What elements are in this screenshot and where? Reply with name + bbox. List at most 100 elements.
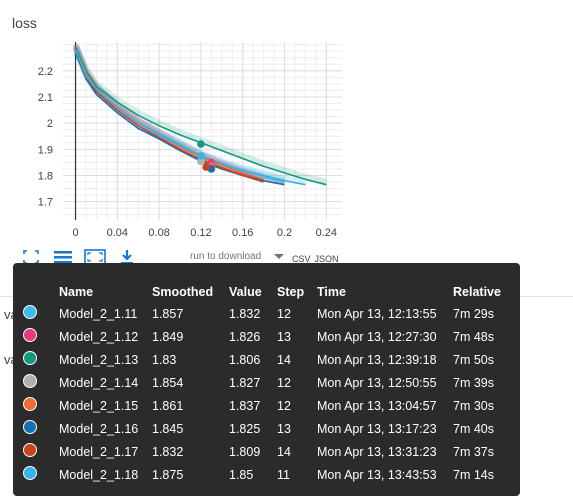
step-value: 14	[277, 352, 291, 367]
relative-time: 7m 50s	[453, 352, 494, 367]
tooltip-row: Model_2_1.17 1.832 1.809 14 Mon Apr 13, 13:3…	[23, 440, 507, 463]
time-value: Mon Apr 13, 12:27:30	[317, 329, 437, 344]
hover-point	[202, 163, 210, 171]
raw-value: 1.806	[229, 352, 261, 367]
relative-time: 7m 30s	[453, 398, 494, 413]
time-value: Mon Apr 13, 13:43:53	[317, 467, 437, 482]
run-name: Model_2_1.13	[59, 352, 139, 367]
smoothed-value: 1.849	[152, 329, 184, 344]
run-color-swatch	[23, 397, 37, 411]
tooltip-header-row: Name Smoothed Value Step Time Relative	[23, 281, 507, 302]
run-color-swatch	[23, 305, 37, 319]
run-color-cell	[23, 440, 59, 463]
relative-time: 7m 14s	[453, 467, 494, 482]
swatch-header	[23, 281, 59, 302]
step-value: 12	[277, 398, 291, 413]
hover-point	[197, 140, 205, 148]
time-value: Mon Apr 13, 13:31:23	[317, 444, 437, 459]
run-color-swatch	[23, 420, 37, 434]
raw-value: 1.826	[229, 329, 261, 344]
run-color-cell	[23, 348, 59, 371]
smoothed-value: 1.861	[152, 398, 184, 413]
chevron-down-icon	[274, 254, 284, 259]
json-link[interactable]: JSON	[314, 254, 339, 264]
relative-header: Relative	[453, 284, 501, 299]
time-value: Mon Apr 13, 13:04:57	[317, 398, 437, 413]
step-value: 13	[277, 329, 291, 344]
run-name: Model_2_1.17	[59, 444, 139, 459]
run-color-cell	[23, 394, 59, 417]
x-tick-label: 0.04	[107, 227, 128, 239]
step-header: Step	[277, 284, 305, 299]
raw-value: 1.832	[229, 306, 261, 321]
csv-link[interactable]: CSV	[292, 254, 311, 264]
smoothed-value: 1.854	[152, 375, 184, 390]
run-name: Model_2_1.14	[59, 375, 139, 390]
hover-point	[197, 157, 205, 166]
step-value: 12	[277, 375, 291, 390]
tooltip-table: Name Smoothed Value Step Time Relative M…	[23, 281, 507, 486]
raw-value: 1.837	[229, 398, 261, 413]
series-line	[74, 49, 264, 183]
x-tick-label: 0.16	[232, 227, 253, 239]
run-color-cell	[23, 417, 59, 440]
raw-value: 1.825	[229, 421, 261, 436]
relative-time: 7m 40s	[453, 421, 494, 436]
time-value: Mon Apr 13, 13:17:23	[317, 421, 437, 436]
series-line	[74, 49, 306, 186]
run-select-placeholder: run to download	[190, 251, 262, 262]
x-tick-label: 0	[72, 227, 78, 239]
x-tick-label: 0.08	[148, 227, 169, 239]
relative-time: 7m 37s	[453, 444, 494, 459]
relative-time: 7m 39s	[453, 375, 494, 390]
tooltip-row: Model_2_1.12 1.849 1.826 13 Mon Apr 13, 12:2…	[23, 325, 507, 348]
tooltip-row: Model_2_1.13 1.83 1.806 14 Mon Apr 13, 12:39…	[23, 348, 507, 371]
run-color-cell	[23, 463, 59, 486]
run-values-tooltip: Name Smoothed Value Step Time Relative M…	[13, 263, 520, 496]
loss-chart[interactable]: 0 0.04 0.08 0.12 0.16 0.2 0.24 1.7 1.8 1.9 2 2.1 2.…	[0, 30, 360, 245]
series-band	[72, 43, 328, 185]
tooltip-row: Model_2_1.11 1.857 1.832 12 Mon Apr 13, 12:1…	[23, 302, 507, 325]
smoothed-value: 1.832	[152, 444, 184, 459]
tooltip-row: Model_2_1.18 1.875 1.85 11 Mon Apr 13, 13:43…	[23, 463, 507, 486]
relative-time: 7m 48s	[453, 329, 494, 344]
raw-value: 1.827	[229, 375, 261, 390]
tooltip-row: Model_2_1.16 1.845 1.825 13 Mon Apr 13, 13:1…	[23, 417, 507, 440]
value-header: Value	[229, 284, 262, 299]
run-color-swatch	[23, 443, 37, 457]
run-name: Model_2_1.16	[59, 421, 139, 436]
download-links: CSV JSON	[292, 254, 343, 264]
smoothed-header: Smoothed	[152, 284, 214, 299]
time-value: Mon Apr 13, 12:13:55	[317, 306, 437, 321]
y-tick-label: 2	[47, 118, 53, 130]
y-tick-label: 1.8	[38, 171, 53, 183]
chart-title: loss	[12, 15, 37, 31]
smoothed-value: 1.857	[152, 306, 184, 321]
name-header: Name	[59, 284, 94, 299]
raw-value: 1.809	[229, 444, 261, 459]
smoothed-value: 1.845	[152, 421, 184, 436]
series-line	[74, 46, 327, 186]
step-value: 14	[277, 444, 291, 459]
run-name: Model_2_1.18	[59, 467, 139, 482]
run-name: Model_2_1.12	[59, 329, 139, 344]
x-tick-label: 0.12	[190, 227, 211, 239]
raw-value: 1.85	[229, 467, 254, 482]
smoothed-value: 1.875	[152, 467, 184, 482]
fit-domain-icon[interactable]	[20, 249, 42, 265]
y-tick-label: 2.2	[38, 66, 53, 78]
x-tick-label: 0.24	[316, 227, 337, 239]
step-value: 13	[277, 421, 291, 436]
toggle-log-scale-icon[interactable]	[52, 249, 74, 265]
tooltip-row: Model_2_1.14 1.854 1.827 12 Mon Apr 13, 12:5…	[23, 371, 507, 394]
run-color-cell	[23, 325, 59, 348]
relative-time: 7m 29s	[453, 306, 494, 321]
run-color-swatch	[23, 374, 37, 388]
step-value: 12	[277, 306, 291, 321]
hover-point	[197, 152, 205, 160]
run-color-swatch	[23, 328, 37, 342]
run-color-swatch	[23, 351, 37, 365]
smoothed-value: 1.83	[152, 352, 177, 367]
time-header: Time	[317, 284, 346, 299]
step-value: 11	[277, 467, 290, 482]
